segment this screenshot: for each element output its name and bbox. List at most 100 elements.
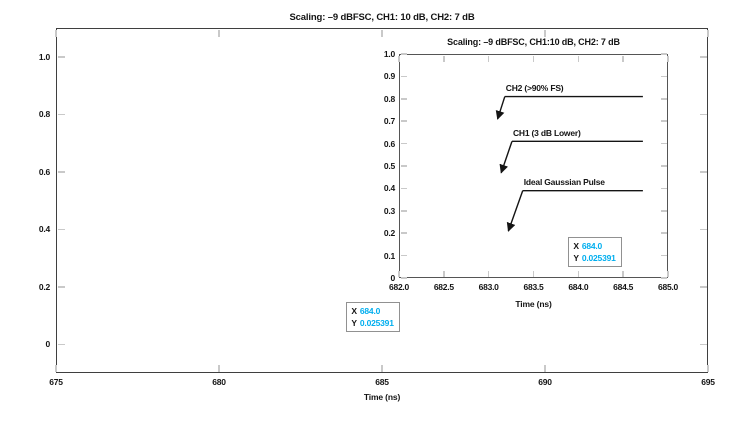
main-y-tick-label: 0.8 xyxy=(38,109,50,120)
inset-y-tick-mirror xyxy=(660,142,667,145)
inset-x-tick xyxy=(667,270,669,277)
main-y-tick-label: 1.0 xyxy=(38,51,50,62)
inset-plot-area[interactable] xyxy=(399,54,668,278)
inset-y-tick-label: 1.0 xyxy=(383,49,395,59)
main-y-tick xyxy=(57,228,65,230)
main-x-tick xyxy=(707,364,709,372)
inset-y-tick-mirror xyxy=(660,187,667,190)
inset-y-tick-mirror xyxy=(660,254,667,257)
inset-x-tick-label: 682.5 xyxy=(433,282,454,292)
main-y-tick-label: 0.6 xyxy=(38,166,50,177)
main-y-tick xyxy=(57,343,65,345)
cursor-y-value: 0.025391 xyxy=(359,317,394,328)
inset-y-tick xyxy=(400,254,407,257)
inset-x-tick xyxy=(487,270,490,277)
inset-x-tick xyxy=(622,270,624,277)
cursor-y-row: Y 0.025391 xyxy=(573,252,616,264)
inset-y-tick-label: 0.6 xyxy=(383,138,395,149)
cursor-x-row: X 684.0 xyxy=(351,305,393,317)
annotation-callout: CH2 (>90% FS) xyxy=(495,83,643,120)
cursor-x-value: 684.0 xyxy=(581,241,603,252)
main-x-tick-mirror xyxy=(218,29,220,37)
cursor-y-row: Y 0.025391 xyxy=(351,317,394,329)
inset-y-tick xyxy=(400,98,407,100)
inset-y-tick-mirror xyxy=(660,53,667,55)
main-x-tick-mirror xyxy=(707,29,709,37)
inset-x-tick-mirror xyxy=(667,55,669,62)
main-y-tick xyxy=(57,171,65,173)
main-x-tick xyxy=(381,364,383,372)
annotation-label: CH2 (>90% FS) xyxy=(506,83,564,93)
main-x-tick-label: 685 xyxy=(375,377,389,387)
inset-y-tick-label: 0.9 xyxy=(383,71,395,82)
inset-y-tick-mirror xyxy=(660,75,667,78)
inset-y-tick-label: 0 xyxy=(390,273,396,283)
cursor-x-label: X xyxy=(573,241,579,252)
inset-x-tick-mirror xyxy=(622,55,624,62)
cursor-y-label: Y xyxy=(573,253,579,264)
main-y-tick-mirror xyxy=(699,56,707,58)
inset-y-tick xyxy=(400,75,407,78)
inset-x-tick xyxy=(577,270,580,277)
annotation-label: CH1 (3 dB Lower) xyxy=(513,128,581,138)
main-x-tick-label: 680 xyxy=(212,377,226,387)
data-cursor-main[interactable]: X 684.0 Y 0.025391 xyxy=(346,301,400,332)
inset-y-tick xyxy=(400,165,407,167)
inset-y-tick xyxy=(400,277,407,279)
main-y-tick-label: 0.4 xyxy=(38,224,50,235)
inset-x-tick-mirror xyxy=(577,55,580,62)
inset-x-tick-label: 684.5 xyxy=(613,282,634,292)
inset-y-tick-mirror xyxy=(660,232,667,234)
cursor-y-value: 0.025391 xyxy=(581,253,616,264)
inset-x-tick-mirror xyxy=(443,55,445,62)
inset-y-tick xyxy=(400,232,407,234)
inset-y-tick-mirror xyxy=(660,98,667,100)
inset-y-tick xyxy=(400,120,407,122)
inset-y-tick xyxy=(400,187,407,190)
inset-x-tick-label: 684.0 xyxy=(568,282,589,292)
main-y-tick-mirror xyxy=(699,228,707,230)
main-y-tick xyxy=(57,56,65,58)
inset-x-axis-label: Time (ns) xyxy=(515,299,552,309)
cursor-x-row: X 684.0 xyxy=(573,240,615,252)
inset-chart-title: Scaling: –9 dBFSC, CH1:10 dB, CH2: 7 dB xyxy=(447,37,620,47)
inset-y-tick xyxy=(400,142,407,145)
inset-y-tick-label: 0.5 xyxy=(383,161,395,171)
main-y-tick-label: 0 xyxy=(45,339,51,350)
main-x-tick xyxy=(218,364,220,372)
inset-x-tick-mirror xyxy=(487,55,490,62)
inset-x-tick xyxy=(398,270,400,277)
inset-y-tick-mirror xyxy=(660,165,667,167)
inset-x-tick-mirror xyxy=(532,55,535,62)
main-chart-title: Scaling: –9 dBFSC, CH1: 10 dB, CH2: 7 dB xyxy=(289,12,475,23)
cursor-x-value: 684.0 xyxy=(359,305,381,316)
annotation-callout: CH1 (3 dB Lower) xyxy=(499,128,643,174)
cursor-x-label: X xyxy=(351,305,357,316)
inset-y-tick-mirror xyxy=(660,277,667,279)
main-y-tick-mirror xyxy=(699,113,707,115)
main-x-tick-label: 690 xyxy=(538,377,552,387)
data-cursor-inset[interactable]: X 684.0 Y 0.025391 xyxy=(568,237,622,268)
main-y-tick xyxy=(57,286,65,288)
main-x-tick-mirror xyxy=(55,29,57,37)
inset-x-tick-label: 683.5 xyxy=(523,282,544,292)
inset-x-tick-label: 682.0 xyxy=(388,282,410,292)
inset-annotations: CH2 (>90% FS) CH1 (3 dB Lower) Ideal Gauss… xyxy=(495,83,643,232)
main-x-tick xyxy=(544,364,546,372)
main-x-tick-mirror xyxy=(544,29,546,37)
main-y-tick-mirror xyxy=(699,171,707,173)
main-x-tick xyxy=(55,364,57,372)
annotation-callout: Ideal Gaussian Pulse xyxy=(506,177,643,232)
inset-x-tick-mirror xyxy=(398,55,400,62)
inset-y-tick-label: 0.3 xyxy=(383,205,395,216)
inset-y-tick xyxy=(400,210,407,212)
main-x-tick-mirror xyxy=(381,29,383,37)
inset-x-tick xyxy=(443,270,445,277)
inset-y-tick-mirror xyxy=(660,210,667,212)
inset-y-tick-label: 0.7 xyxy=(383,116,395,127)
inset-y-tick xyxy=(400,53,407,55)
main-x-tick-label: 675 xyxy=(49,377,63,387)
main-y-tick-label: 0.2 xyxy=(38,281,50,292)
cursor-y-label: Y xyxy=(351,317,357,328)
